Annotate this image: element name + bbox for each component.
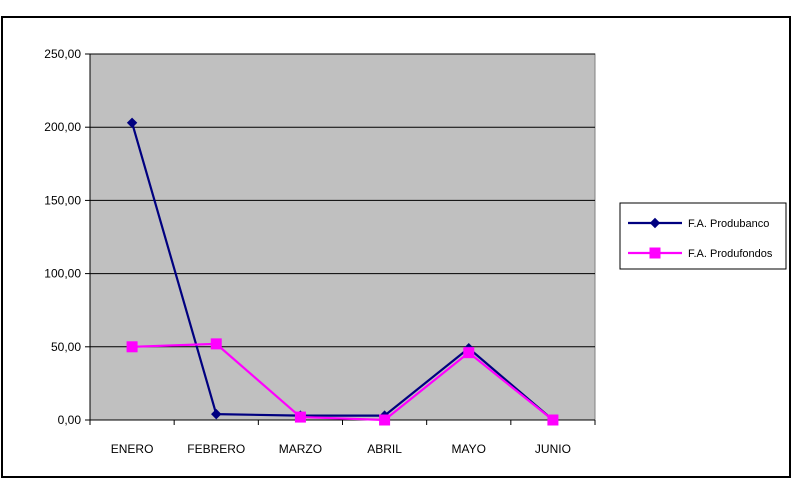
y-tick-label: 150,00 xyxy=(44,193,81,207)
y-tick-label: 50,00 xyxy=(51,340,81,354)
y-tick-label: 0,00 xyxy=(58,413,82,427)
x-tick-label: JUNIO xyxy=(535,442,571,456)
legend: F.A. Produbanco F.A. Produfondos xyxy=(619,202,787,270)
series-layer xyxy=(126,117,559,426)
data-point-f-a-produfondos xyxy=(210,338,222,350)
data-point-f-a-produfondos xyxy=(126,341,138,353)
y-tick-label: 200,00 xyxy=(44,120,81,134)
x-tick-label: FEBRERO xyxy=(187,442,245,456)
data-point-f-a-produfondos xyxy=(547,414,559,426)
legend-marker xyxy=(649,247,661,259)
data-point-f-a-produfondos xyxy=(463,347,475,359)
axes: 0,00 50,00 100,00 150,00 200,00 250,00 ENERO FE… xyxy=(44,47,596,456)
series-line-f-a-produfondos xyxy=(132,342,554,422)
plot-area xyxy=(89,53,596,421)
legend-label: F.A. Produbanco xyxy=(688,218,769,230)
y-tick-label: 250,00 xyxy=(44,47,81,61)
x-tick-label: ABRIL xyxy=(367,442,402,456)
legend-marker xyxy=(649,217,661,229)
x-tick-label: MAYO xyxy=(452,442,486,456)
data-point-f-a-produbanco xyxy=(211,408,222,420)
y-tick-label: 100,00 xyxy=(44,267,81,281)
data-point-f-a-produfondos xyxy=(294,411,306,423)
series-line-f-a-produbanco xyxy=(131,122,554,421)
data-point-f-a-produfondos xyxy=(379,414,391,426)
x-tick-label: MARZO xyxy=(279,442,322,456)
gridlines xyxy=(90,53,595,348)
x-tick-label: ENERO xyxy=(111,442,154,456)
data-point-f-a-produbanco xyxy=(126,117,138,129)
legend-box xyxy=(619,202,787,270)
legend-label: F.A. Produfondos xyxy=(688,248,773,260)
